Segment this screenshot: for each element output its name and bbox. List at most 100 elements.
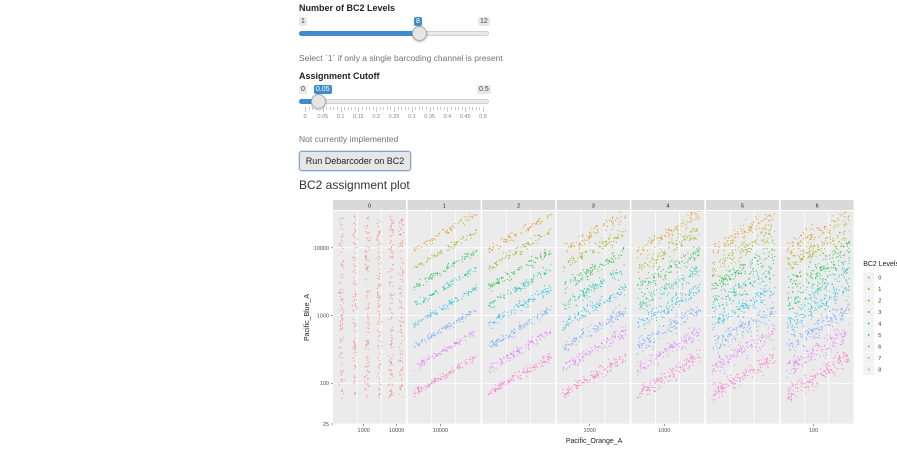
data-point <box>536 342 539 344</box>
data-point <box>576 387 578 389</box>
data-point <box>734 311 736 313</box>
data-point <box>450 348 453 350</box>
facet-strip <box>631 200 705 210</box>
data-point <box>498 248 500 250</box>
data-point <box>593 251 595 254</box>
data-point <box>508 380 510 382</box>
data-point <box>650 384 652 387</box>
data-point <box>768 255 770 257</box>
data-point <box>544 254 547 256</box>
data-point <box>694 258 696 260</box>
data-point <box>547 288 549 290</box>
data-point <box>769 281 771 283</box>
cutoff-track[interactable] <box>299 99 489 104</box>
data-point <box>518 267 520 269</box>
data-point <box>681 225 683 227</box>
data-point <box>400 242 402 245</box>
data-point <box>538 220 540 222</box>
data-point <box>339 291 341 293</box>
data-point <box>684 340 686 342</box>
data-point <box>472 359 474 361</box>
run-debarcoder-button[interactable]: Run Debarcoder on BC2 <box>299 151 411 171</box>
data-point <box>644 342 646 344</box>
data-point <box>492 243 494 245</box>
data-point <box>623 289 625 291</box>
data-point <box>433 382 435 384</box>
data-point <box>742 324 744 326</box>
data-point <box>753 298 755 300</box>
data-point <box>455 260 458 263</box>
cutoff-handle[interactable] <box>310 94 326 109</box>
data-point <box>676 301 678 303</box>
data-point <box>696 315 698 317</box>
data-point <box>418 363 420 365</box>
data-point <box>573 361 575 363</box>
data-point <box>493 282 495 284</box>
data-point <box>612 217 614 219</box>
data-point <box>548 285 551 287</box>
data-point <box>574 364 576 366</box>
data-point <box>669 375 671 377</box>
data-point <box>421 362 423 364</box>
data-point <box>378 331 380 333</box>
data-point <box>379 230 381 232</box>
data-point <box>618 257 620 259</box>
data-point <box>669 368 671 370</box>
data-point <box>438 353 440 355</box>
data-point <box>510 335 512 337</box>
data-point <box>691 361 693 363</box>
data-point <box>604 281 606 283</box>
data-point <box>772 313 774 315</box>
data-point <box>661 306 663 308</box>
data-point <box>767 271 770 273</box>
data-point <box>739 346 741 348</box>
cutoff-grid-minor-tick <box>319 107 321 110</box>
data-point <box>657 267 659 269</box>
data-point <box>695 216 697 218</box>
data-point <box>729 354 731 356</box>
data-point <box>582 291 584 293</box>
data-point <box>518 322 520 324</box>
data-point <box>697 309 699 311</box>
data-point <box>571 243 573 245</box>
cutoff-grid-minor-tick <box>365 107 367 110</box>
data-point <box>599 300 601 302</box>
data-point <box>610 257 612 259</box>
data-point <box>390 312 392 314</box>
data-point <box>574 315 576 318</box>
data-point <box>439 272 441 274</box>
data-point <box>445 288 447 290</box>
data-point <box>683 368 686 370</box>
data-point <box>416 300 418 302</box>
data-point <box>752 245 754 247</box>
data-point <box>389 285 391 287</box>
data-point <box>752 369 754 371</box>
data-point <box>609 298 611 300</box>
data-point <box>341 288 343 290</box>
data-point <box>729 239 731 241</box>
data-point <box>368 364 370 367</box>
data-point <box>391 385 393 387</box>
data-point <box>734 233 736 235</box>
bc2-levels-label: Number of BC2 Levels <box>299 3 396 13</box>
data-point <box>638 246 640 248</box>
data-point <box>592 269 594 271</box>
data-point <box>467 273 469 275</box>
data-point <box>377 311 379 313</box>
data-point <box>469 331 471 333</box>
data-point <box>661 293 663 296</box>
data-point <box>728 265 730 267</box>
bc2-levels-handle[interactable] <box>412 26 428 41</box>
data-point <box>419 296 421 298</box>
data-point <box>460 242 463 244</box>
data-point <box>750 261 752 263</box>
data-point <box>514 355 516 357</box>
data-point <box>693 257 695 259</box>
data-point <box>683 364 685 366</box>
data-point <box>542 313 544 315</box>
data-point <box>655 280 657 282</box>
data-point <box>438 252 440 254</box>
data-point <box>643 388 645 390</box>
data-point <box>392 364 394 366</box>
data-point <box>366 389 368 391</box>
